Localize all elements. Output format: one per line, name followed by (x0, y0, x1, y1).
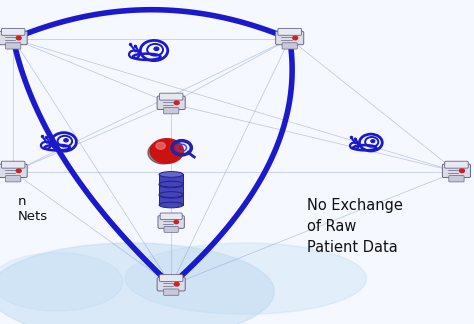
Ellipse shape (0, 243, 274, 324)
Circle shape (148, 141, 179, 164)
Text: No Exchange
of Raw
Patient Data: No Exchange of Raw Patient Data (307, 198, 403, 255)
Circle shape (459, 169, 465, 173)
FancyBboxPatch shape (449, 176, 464, 182)
Circle shape (174, 283, 179, 286)
Ellipse shape (159, 172, 183, 177)
Circle shape (64, 139, 68, 142)
Circle shape (174, 101, 179, 105)
Bar (159, 174, 183, 184)
Circle shape (156, 142, 165, 149)
Circle shape (150, 139, 183, 163)
FancyBboxPatch shape (6, 43, 21, 49)
Circle shape (16, 169, 21, 173)
Ellipse shape (159, 181, 183, 187)
Circle shape (371, 140, 375, 143)
FancyBboxPatch shape (282, 43, 297, 49)
Ellipse shape (125, 243, 366, 314)
Circle shape (154, 47, 159, 51)
FancyBboxPatch shape (445, 161, 468, 168)
FancyBboxPatch shape (1, 161, 25, 168)
FancyBboxPatch shape (158, 216, 184, 228)
FancyBboxPatch shape (164, 108, 179, 114)
FancyBboxPatch shape (0, 31, 27, 45)
FancyBboxPatch shape (1, 29, 25, 35)
Ellipse shape (0, 253, 123, 311)
Ellipse shape (159, 182, 183, 188)
FancyBboxPatch shape (6, 176, 21, 182)
FancyBboxPatch shape (159, 275, 183, 282)
FancyBboxPatch shape (278, 29, 301, 35)
Circle shape (174, 220, 179, 224)
Bar (159, 195, 183, 205)
FancyBboxPatch shape (0, 164, 27, 178)
Text: n
Nets: n Nets (18, 195, 48, 223)
FancyBboxPatch shape (160, 213, 182, 220)
FancyBboxPatch shape (442, 164, 471, 178)
FancyBboxPatch shape (164, 226, 178, 232)
Ellipse shape (159, 192, 183, 198)
FancyBboxPatch shape (157, 277, 185, 291)
FancyBboxPatch shape (157, 96, 185, 110)
FancyBboxPatch shape (275, 31, 304, 45)
FancyBboxPatch shape (159, 93, 183, 100)
Circle shape (293, 36, 298, 40)
FancyBboxPatch shape (164, 289, 179, 295)
Bar (159, 185, 183, 194)
Ellipse shape (159, 202, 183, 208)
Ellipse shape (159, 192, 183, 197)
Circle shape (16, 36, 21, 40)
